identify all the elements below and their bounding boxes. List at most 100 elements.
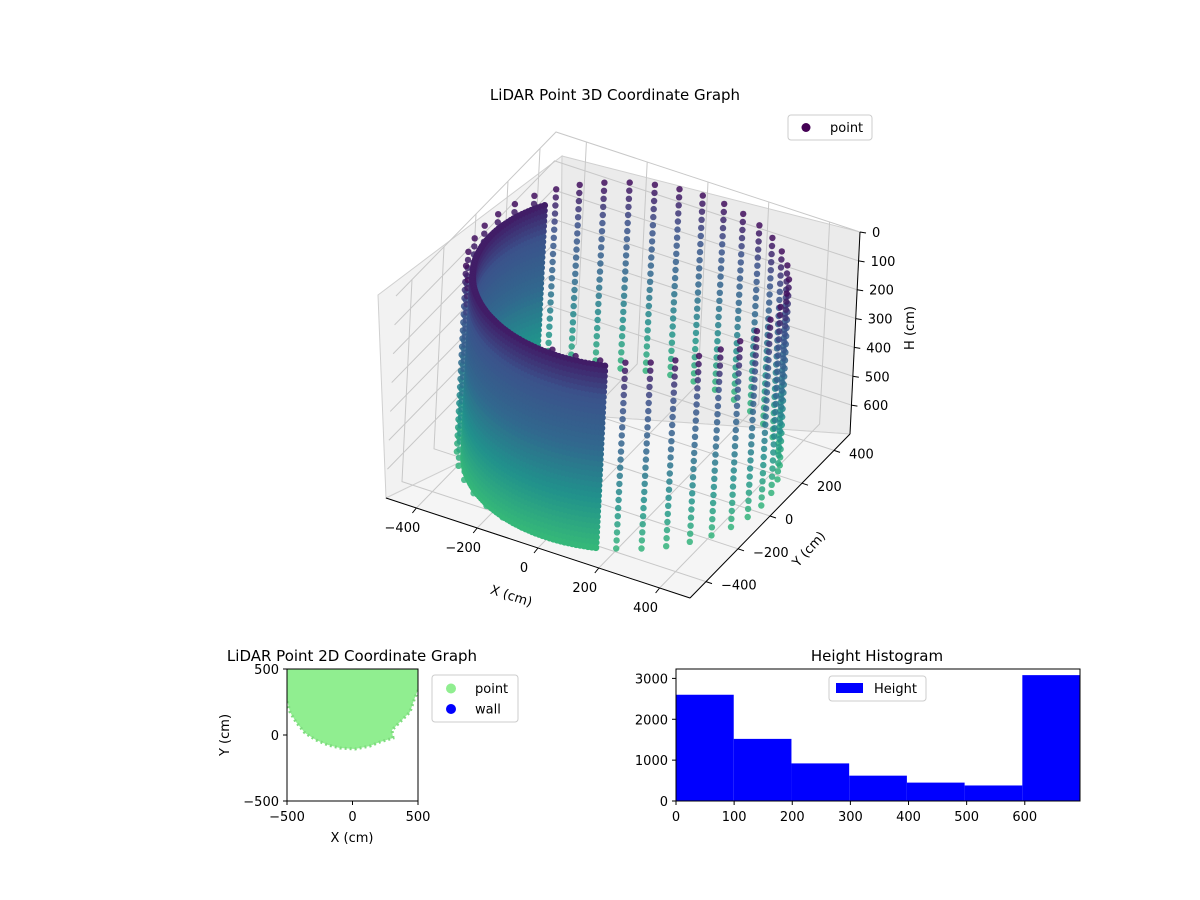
cloud-point — [600, 393, 607, 401]
cloud-point — [624, 211, 632, 219]
cloud-point — [775, 336, 783, 343]
cloud-point — [640, 496, 648, 504]
cloud-point — [665, 494, 672, 501]
cloud-point — [622, 359, 629, 366]
grid-3d — [387, 131, 861, 589]
cloud-point — [643, 343, 651, 350]
cloud-point — [669, 331, 676, 338]
y-tick-3d — [705, 581, 713, 585]
cloud-point — [715, 378, 723, 385]
cloud-point — [595, 487, 603, 494]
z-tick-label-3d: 200 — [869, 284, 894, 299]
cloud-point — [551, 218, 558, 225]
cloud-point — [663, 535, 670, 542]
cloud-point — [592, 349, 600, 356]
cloud-point — [693, 321, 700, 329]
cloud-point — [598, 424, 606, 432]
cloud-point — [697, 240, 704, 248]
cloud-point — [644, 327, 651, 334]
y-tick-3d — [737, 548, 745, 552]
cloud-point — [758, 502, 765, 509]
cloud-point — [648, 254, 655, 261]
histogram-bar — [733, 738, 792, 801]
cloud-point — [763, 397, 770, 404]
cloud-point — [764, 364, 772, 372]
cloud-point — [780, 346, 788, 354]
cloud-point — [729, 499, 736, 506]
cloud-point — [785, 284, 792, 291]
histogram-x-tick-label: 600 — [1012, 810, 1037, 825]
cloud-point — [645, 310, 652, 318]
cloud-point — [597, 440, 605, 448]
cloud-point — [618, 349, 625, 356]
cloud-point — [574, 230, 581, 237]
cloud-point — [550, 242, 557, 250]
cloud-point — [625, 203, 632, 211]
cloud-point — [699, 192, 706, 199]
cloud-point — [745, 489, 753, 496]
cloud-point — [727, 523, 735, 531]
cloud-point — [766, 299, 773, 306]
cloud-point — [717, 265, 725, 272]
cloud-point — [766, 332, 773, 339]
cloud-point — [752, 352, 759, 359]
cloud-point — [481, 222, 488, 229]
x-tick-label-3d: −400 — [385, 521, 421, 536]
cloud-point — [750, 400, 757, 408]
cloud-point — [594, 502, 602, 510]
cloud-point — [708, 524, 716, 531]
z-axis-label-3d: H (cm) — [903, 306, 918, 350]
legend-2d-marker-wall — [446, 704, 456, 714]
cloud-point — [642, 367, 649, 374]
cloud-point — [715, 394, 722, 402]
cloud-point — [782, 306, 790, 313]
cloud-point — [770, 449, 777, 456]
cloud-point — [552, 202, 559, 209]
cloud-point — [762, 421, 769, 428]
cloud-point — [747, 449, 755, 456]
cloud-point — [676, 186, 683, 193]
cloud-point — [720, 216, 727, 224]
cloud-point — [714, 411, 721, 418]
cloud-point — [770, 441, 777, 448]
cloud-point — [669, 315, 677, 322]
cloud-point — [763, 389, 771, 396]
cloud-point — [735, 378, 742, 385]
cloud-point — [751, 368, 759, 375]
cloud-point — [549, 250, 557, 258]
cloud-point — [624, 227, 631, 235]
cloud-point — [600, 187, 608, 194]
cloud-point — [615, 488, 623, 496]
cloud-point — [455, 462, 462, 469]
cloud-point — [708, 532, 715, 539]
cloud-point — [769, 465, 776, 472]
cloud-point — [730, 475, 737, 482]
cloud-point — [710, 491, 717, 499]
cloud-point — [545, 331, 553, 338]
cloud-point — [694, 377, 701, 384]
legend-2d-label-point: point — [475, 682, 508, 697]
cloud-point — [715, 305, 723, 313]
cloud-point — [691, 433, 699, 440]
scatter-2d-points — [287, 669, 418, 749]
cloud-point — [765, 348, 773, 356]
cloud-point — [760, 453, 767, 461]
cloud-point — [753, 270, 761, 277]
cloud-point — [717, 273, 724, 280]
cloud-point — [618, 333, 626, 340]
cloud-point — [531, 192, 538, 199]
cloud-point — [672, 258, 680, 266]
cloud-point — [593, 333, 600, 340]
cloud-point — [570, 302, 577, 310]
cloud-point — [595, 482, 603, 489]
cloud-point — [596, 466, 604, 474]
cloud-point — [572, 254, 580, 261]
cloud-point — [545, 339, 552, 346]
cloud-point — [600, 195, 607, 202]
cloud-point — [735, 307, 742, 314]
cloud-point — [748, 441, 755, 448]
cloud-point — [695, 273, 702, 280]
cloud-point — [593, 533, 600, 541]
cloud-point — [548, 275, 555, 282]
cloud-point — [758, 494, 765, 501]
